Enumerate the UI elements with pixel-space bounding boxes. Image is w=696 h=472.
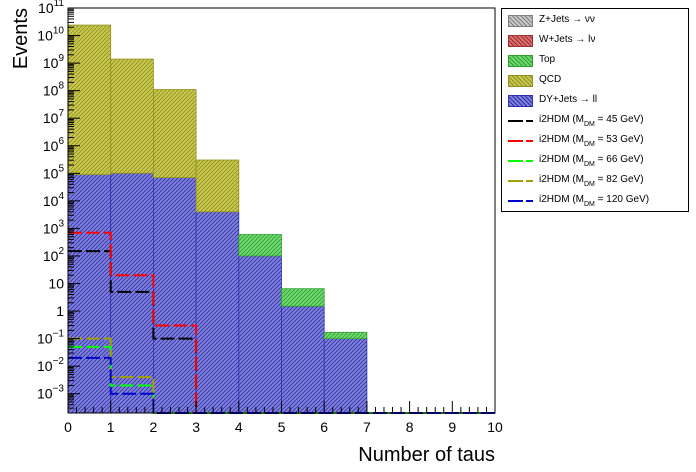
- y-tick-label: 1: [56, 303, 64, 319]
- y-tick-label: 107: [43, 108, 65, 126]
- bar-segment: [67, 24, 112, 175]
- legend-entry: i2HDM (MDM = 66 GeV): [502, 151, 688, 171]
- legend-label: i2HDM (MDM = 66 GeV): [539, 154, 644, 168]
- y-tick-label: 106: [43, 136, 65, 154]
- bar-segment: [152, 89, 197, 178]
- x-axis-label: Number of taus: [358, 444, 495, 466]
- bar-segment: [67, 174, 112, 414]
- x-tick-label: 6: [320, 419, 328, 435]
- legend-entry: QCD: [502, 71, 688, 91]
- legend-label: QCD: [539, 74, 562, 85]
- x-axis-ticks: 0 1 2 3 4 5 6 7 8 9 10: [64, 401, 503, 435]
- y-tick-label: 103: [43, 218, 65, 236]
- y-tick-label: 1011: [38, 0, 64, 16]
- legend-label: i2HDM (MDM = 53 GeV): [539, 134, 644, 148]
- x-tick-label: 8: [406, 419, 414, 435]
- legend-entry: i2HDM (MDM = 82 GeV): [502, 171, 688, 191]
- legend-swatch: [508, 55, 533, 67]
- legend-label: i2HDM (MDM = 82 GeV): [539, 174, 644, 188]
- bar-segment: [195, 159, 240, 213]
- bar-segment: [323, 331, 368, 340]
- legend-swatch: [508, 95, 533, 107]
- legend-swatch: [508, 35, 533, 47]
- x-tick-label: 9: [448, 419, 456, 435]
- y-tick-label: 10−3: [37, 384, 64, 402]
- x-tick-label: 7: [363, 419, 371, 435]
- legend-entry: i2HDM (MDM = 120 GeV): [502, 191, 688, 211]
- y-tick-label: 102: [43, 246, 65, 264]
- legend-label: Z+Jets → νν: [539, 14, 595, 25]
- x-tick-label: 3: [192, 419, 200, 435]
- legend-label: i2HDM (MDM = 120 GeV): [539, 194, 650, 208]
- legend-label: i2HDM (MDM = 45 GeV): [539, 114, 644, 128]
- bar-segment: [323, 338, 368, 414]
- legend-swatch: [508, 75, 533, 87]
- bar-segment: [195, 211, 240, 414]
- y-axis-label: Events: [10, 8, 32, 69]
- bar-segment: [110, 58, 154, 174]
- legend-label: DY+Jets → ll: [539, 94, 598, 105]
- y-tick-label: 1010: [37, 26, 64, 44]
- y-tick-label: 105: [43, 163, 65, 181]
- legend-entry: Z+Jets → νν: [502, 11, 688, 31]
- legend-label: W+Jets → lν: [539, 34, 596, 45]
- bar-segment: [238, 234, 282, 257]
- legend-entry: W+Jets → lν: [502, 31, 688, 51]
- y-tick-label: 108: [43, 81, 65, 99]
- x-tick-label: 4: [235, 419, 243, 435]
- legend-entry: DY+Jets → ll: [502, 91, 688, 111]
- y-tick-label: 109: [43, 53, 65, 71]
- legend-entry: i2HDM (MDM = 53 GeV): [502, 131, 688, 151]
- bar-segment: [110, 172, 154, 414]
- bar-segment: [238, 255, 282, 414]
- y-axis-ticks: 10−3 10−2 10−1 1 10 102 103 104 105 106 107 108 109 1…: [37, 0, 80, 414]
- x-tick-label: 0: [64, 419, 72, 435]
- legend-label: Top: [539, 54, 556, 65]
- y-tick-label: 10: [48, 276, 64, 292]
- y-tick-label: 10−2: [37, 356, 64, 374]
- bar-segment: [281, 288, 325, 307]
- legend-entry: Top: [502, 51, 688, 71]
- legend-entry: i2HDM (MDM = 45 GeV): [502, 111, 688, 131]
- legend-swatch: [508, 15, 533, 27]
- x-tick-label: 1: [107, 419, 115, 435]
- legend: Z+Jets → νν W+Jets → lν Top QCD DY+Jets → ll…: [501, 8, 689, 212]
- x-tick-label: 2: [150, 419, 158, 435]
- bar-segment: [281, 305, 325, 414]
- stacked-bars: [67, 24, 368, 414]
- x-tick-label: 10: [487, 419, 503, 435]
- y-tick-label: 10−1: [37, 329, 64, 347]
- bar-segment: [152, 177, 197, 414]
- y-tick-label: 104: [43, 191, 65, 209]
- x-tick-label: 5: [278, 419, 286, 435]
